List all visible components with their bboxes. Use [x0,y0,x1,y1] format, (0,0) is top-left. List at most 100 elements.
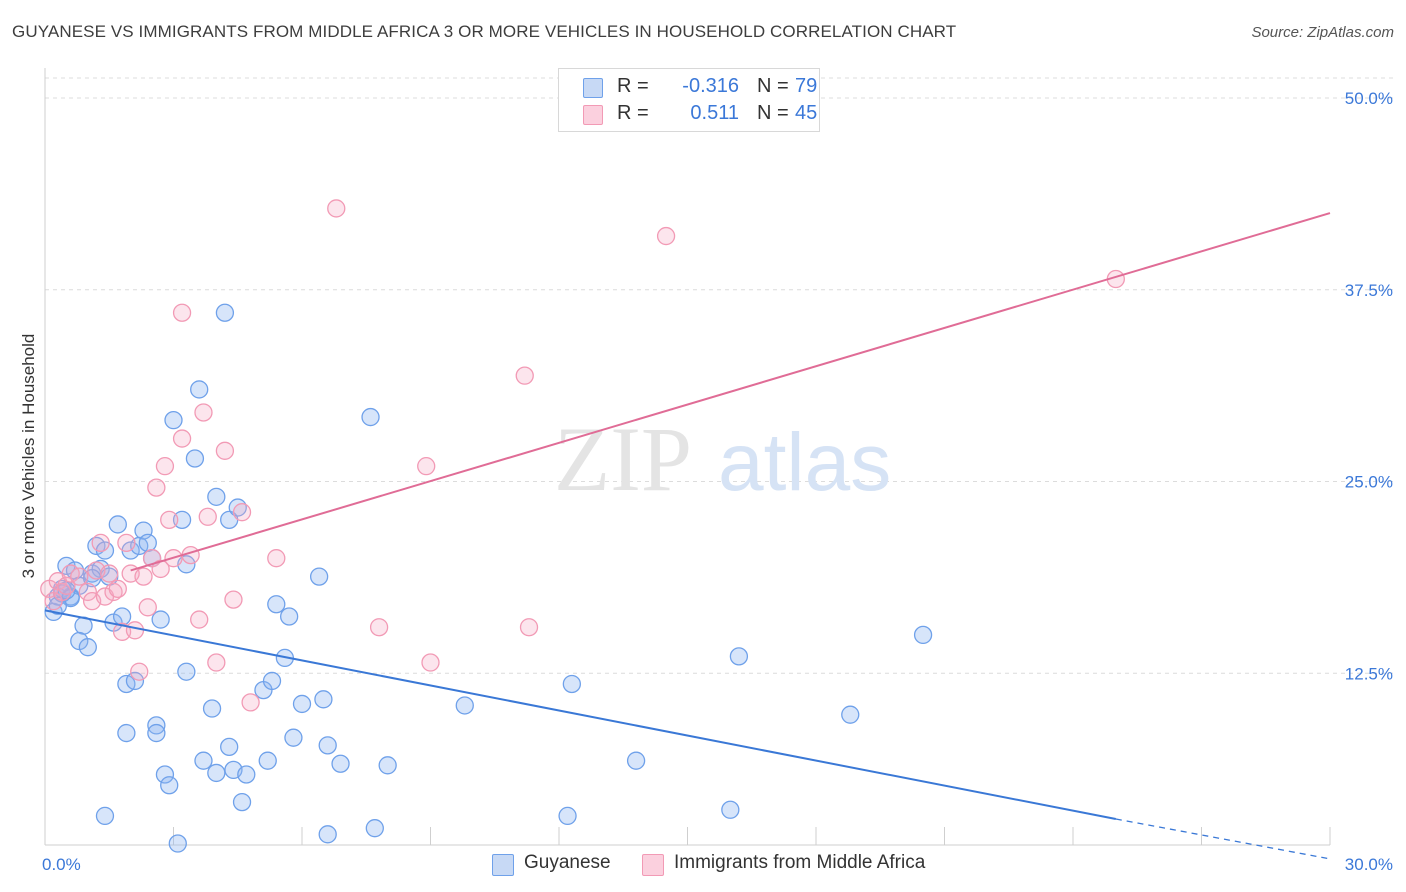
x-tick-label-min: 0.0% [42,855,81,874]
point-guyanese [168,834,187,853]
point-middle-africa [172,303,192,322]
n-value: 79 [795,75,818,97]
r-label: R = [617,102,649,124]
n-value: 45 [795,102,818,124]
data-points [40,199,1125,853]
watermark-zip: ZIP [554,408,692,510]
point-guyanese [232,792,252,812]
point-guyanese [361,407,380,427]
point-middle-africa [190,610,209,629]
point-guyanese [125,671,145,691]
point-guyanese [207,763,226,783]
point-middle-africa [155,457,175,476]
point-middle-africa [267,549,286,568]
trend-line-middle-africa [130,212,1331,572]
trend-lines [44,212,1331,860]
point-guyanese [164,410,183,430]
point-middle-africa [515,366,534,385]
point-guyanese [284,728,303,747]
point-guyanese [95,806,115,826]
axes [44,68,1331,846]
point-middle-africa [241,693,260,712]
point-guyanese [729,647,749,666]
point-middle-africa [108,579,127,599]
point-guyanese [138,533,157,553]
n-label: N = [757,102,789,124]
point-middle-africa [421,653,440,672]
trend-line-guyanese [44,609,1117,820]
point-guyanese [151,610,170,629]
point-guyanese [190,380,209,399]
r-value: -0.316 [682,75,739,97]
tick-labels: 12.5% 25.0% 37.5% 50.0% 0.0% 30.0% [42,89,1393,874]
point-guyanese [626,751,646,770]
point-middle-africa [194,403,213,422]
point-middle-africa [224,590,243,609]
chart-title: GUYANESE VS IMMIGRANTS FROM MIDDLE AFRIC… [12,22,957,41]
legend-swatch-middle-africa [583,105,603,125]
point-guyanese [117,723,136,743]
point-guyanese [913,625,933,645]
point-guyanese [365,819,384,838]
r-label: R = [617,75,649,97]
correlation-legend: R = -0.316 N = 79 R = 0.511 N = 45 [558,68,820,132]
point-guyanese [841,705,860,724]
point-guyanese [78,638,97,657]
n-label: N = [757,75,789,97]
point-guyanese [279,607,299,626]
point-middle-africa [70,567,89,586]
point-middle-africa [232,503,252,522]
point-guyanese [378,756,397,775]
point-guyanese [558,806,577,826]
point-guyanese [220,737,239,757]
point-guyanese [215,303,235,322]
point-guyanese [318,736,337,755]
legend-swatch-middle-africa [642,854,664,876]
point-middle-africa [417,457,436,476]
point-guyanese [112,607,132,626]
point-middle-africa [138,598,157,617]
point-guyanese [177,662,196,681]
point-guyanese [194,751,213,770]
y-axis-label: 3 or more Vehicles in Household [19,334,38,579]
x-tick-label-max: 30.0% [1345,855,1393,874]
point-guyanese [309,567,329,586]
point-middle-africa [172,429,192,448]
trend-line-guyanese-extension [1115,818,1331,860]
point-guyanese [172,510,192,529]
point-guyanese [237,765,256,784]
point-guyanese [147,716,166,735]
y-tick-label: 37.5% [1345,281,1393,300]
r-value: 0.511 [690,102,739,124]
y-tick-label: 12.5% [1345,664,1393,683]
point-guyanese [562,674,581,694]
point-middle-africa [91,533,110,553]
point-guyanese [292,694,312,714]
point-middle-africa [151,559,170,579]
point-middle-africa [134,567,153,586]
y-tick-label: 50.0% [1345,89,1393,108]
point-middle-africa [198,507,217,526]
point-guyanese [318,825,337,844]
legend-label-middle-africa: Immigrants from Middle Africa [674,852,926,873]
point-middle-africa [215,441,235,460]
point-guyanese [258,751,277,770]
point-middle-africa [369,618,389,637]
point-guyanese [160,776,179,795]
point-guyanese [155,765,175,784]
point-guyanese [202,699,222,718]
point-guyanese [147,723,166,743]
point-middle-africa [160,510,179,529]
point-middle-africa [130,662,149,681]
legend-label-guyanese: Guyanese [524,852,611,873]
gridlines [45,77,1395,674]
point-middle-africa [147,478,166,497]
point-middle-africa [125,621,145,640]
point-guyanese [185,449,205,468]
point-guyanese [455,696,474,715]
point-middle-africa [78,582,97,602]
point-guyanese [207,487,226,506]
point-guyanese [331,754,350,773]
legend-swatch-guyanese [583,78,603,98]
